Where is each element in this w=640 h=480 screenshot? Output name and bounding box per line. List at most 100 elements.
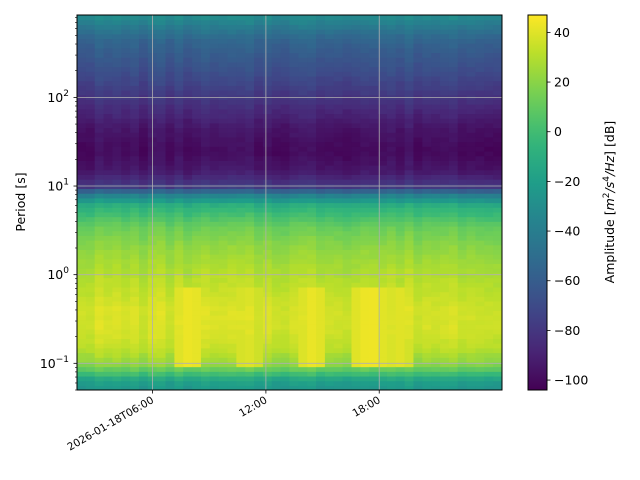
heatmap-cell bbox=[457, 216, 468, 222]
heatmap-cell bbox=[262, 85, 273, 91]
heatmap-cell bbox=[121, 211, 131, 218]
heatmap-cell bbox=[262, 258, 273, 265]
heatmap-cell bbox=[324, 216, 335, 222]
heatmap-cell bbox=[493, 375, 502, 382]
heatmap-cell bbox=[254, 113, 264, 119]
heatmap-cell bbox=[174, 385, 184, 390]
heatmap-cell bbox=[395, 240, 406, 246]
heatmap-cell bbox=[138, 80, 149, 86]
heatmap-cell bbox=[448, 207, 459, 213]
heatmap-cell bbox=[183, 235, 193, 241]
heatmap-cell bbox=[262, 300, 273, 307]
heatmap-cell bbox=[316, 361, 326, 368]
heatmap-cell bbox=[493, 90, 502, 96]
heatmap-cell bbox=[200, 179, 211, 185]
heatmap-cell bbox=[413, 371, 423, 377]
colorbar-tick-label: 40 bbox=[554, 25, 570, 40]
heatmap-cell bbox=[156, 188, 167, 194]
heatmap-cell bbox=[165, 230, 175, 236]
heatmap-cell bbox=[298, 371, 308, 377]
heatmap-cell bbox=[192, 66, 202, 72]
heatmap-cell bbox=[280, 61, 291, 68]
heatmap-cell bbox=[475, 179, 485, 185]
heatmap-cell bbox=[404, 207, 415, 213]
heatmap-cell bbox=[271, 282, 282, 288]
heatmap-cell bbox=[262, 118, 273, 124]
heatmap-cell bbox=[422, 352, 432, 358]
heatmap-cell bbox=[77, 371, 87, 377]
heatmap-cell bbox=[431, 179, 441, 185]
heatmap-cell bbox=[165, 300, 175, 307]
heatmap-cell bbox=[165, 221, 175, 227]
heatmap-cell bbox=[183, 188, 193, 194]
heatmap-cell bbox=[192, 29, 202, 35]
heatmap-cell bbox=[192, 43, 202, 49]
heatmap-cell bbox=[245, 165, 255, 171]
heatmap-cell bbox=[130, 338, 140, 344]
heatmap-cell bbox=[457, 61, 468, 68]
heatmap-cell bbox=[378, 57, 388, 63]
heatmap-cell bbox=[271, 230, 282, 236]
heatmap-cell bbox=[307, 296, 317, 302]
heatmap-cell bbox=[404, 122, 415, 129]
heatmap-cell bbox=[440, 61, 450, 68]
heatmap-cell bbox=[236, 352, 246, 358]
heatmap-cell bbox=[254, 132, 264, 138]
heatmap-cell bbox=[165, 380, 175, 386]
heatmap-cell bbox=[298, 174, 308, 180]
heatmap-cell bbox=[254, 38, 264, 44]
heatmap-cell bbox=[342, 235, 353, 241]
heatmap-cell bbox=[138, 216, 149, 222]
heatmap-cell bbox=[112, 305, 122, 311]
heatmap-cell bbox=[289, 338, 299, 344]
heatmap-cell bbox=[262, 75, 273, 82]
heatmap-cell bbox=[493, 329, 502, 335]
heatmap-cell bbox=[174, 75, 184, 82]
heatmap-cell bbox=[316, 230, 326, 236]
heatmap-cell bbox=[289, 207, 299, 213]
heatmap-cell bbox=[324, 118, 335, 124]
heatmap-cell bbox=[466, 352, 477, 358]
heatmap-cell bbox=[475, 193, 485, 199]
heatmap-cell bbox=[386, 329, 397, 335]
heatmap-cell bbox=[484, 310, 494, 316]
heatmap-cell bbox=[130, 29, 140, 35]
heatmap-cell bbox=[121, 329, 131, 335]
heatmap-cell bbox=[307, 221, 317, 227]
heatmap-cell bbox=[448, 132, 459, 138]
heatmap-cell bbox=[209, 272, 220, 279]
heatmap-cell bbox=[254, 108, 264, 115]
heatmap-cell bbox=[351, 305, 361, 311]
heatmap-cell bbox=[262, 277, 273, 283]
heatmap-cell bbox=[457, 188, 468, 194]
heatmap-cell bbox=[183, 338, 193, 344]
heatmap-cell bbox=[192, 57, 202, 63]
heatmap-cell bbox=[85, 15, 96, 21]
heatmap-cell bbox=[271, 319, 282, 325]
heatmap-cell bbox=[130, 108, 140, 115]
heatmap-cell bbox=[183, 244, 193, 250]
heatmap-cell bbox=[298, 80, 308, 86]
heatmap-cell bbox=[404, 333, 415, 340]
heatmap-cell bbox=[218, 371, 229, 377]
heatmap-cell bbox=[121, 385, 131, 390]
heatmap-cell bbox=[378, 240, 388, 246]
heatmap-cell bbox=[457, 146, 468, 152]
heatmap-cell bbox=[77, 324, 87, 330]
heatmap-cell bbox=[156, 75, 167, 82]
heatmap-cell bbox=[218, 352, 229, 358]
heatmap-cell bbox=[289, 254, 299, 260]
heatmap-cell bbox=[316, 305, 326, 311]
heatmap-cell bbox=[475, 15, 485, 21]
heatmap-cell bbox=[200, 104, 211, 110]
heatmap-cell bbox=[209, 179, 220, 185]
heatmap-cell bbox=[192, 188, 202, 194]
heatmap-cell bbox=[227, 268, 237, 274]
heatmap-cell bbox=[227, 90, 237, 96]
heatmap-cell bbox=[165, 207, 175, 213]
heatmap-cell bbox=[369, 132, 379, 138]
heatmap-cell bbox=[386, 19, 397, 25]
heatmap-cell bbox=[245, 19, 255, 25]
heatmap-cell bbox=[112, 254, 122, 260]
heatmap-cell bbox=[493, 352, 502, 358]
